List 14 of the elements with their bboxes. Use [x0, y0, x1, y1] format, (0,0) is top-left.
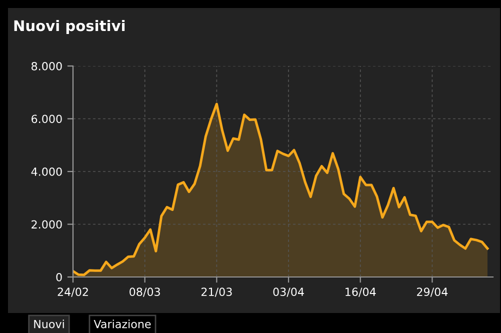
x-tick-label: 08/03	[130, 288, 160, 297]
x-tick-label: 03/04	[273, 288, 304, 297]
y-tick-label: 6.000	[32, 114, 62, 124]
chart-title: Nuovi positivi	[14, 20, 125, 34]
y-tick-label: 2.000	[32, 220, 62, 229]
x-tick-label: 16/04	[346, 288, 376, 297]
y-tick-label: 4.000	[31, 167, 62, 176]
text: Nuovi	[34, 320, 64, 328]
text: Variazione	[94, 320, 151, 328]
x-tick-label: 21/03	[201, 288, 232, 297]
x-tick-label: 29/04	[417, 288, 448, 297]
x-tick-label: 24/02	[58, 288, 88, 297]
y-tick-label: 0	[56, 272, 62, 282]
y-tick-label: 8.000	[32, 62, 62, 70]
